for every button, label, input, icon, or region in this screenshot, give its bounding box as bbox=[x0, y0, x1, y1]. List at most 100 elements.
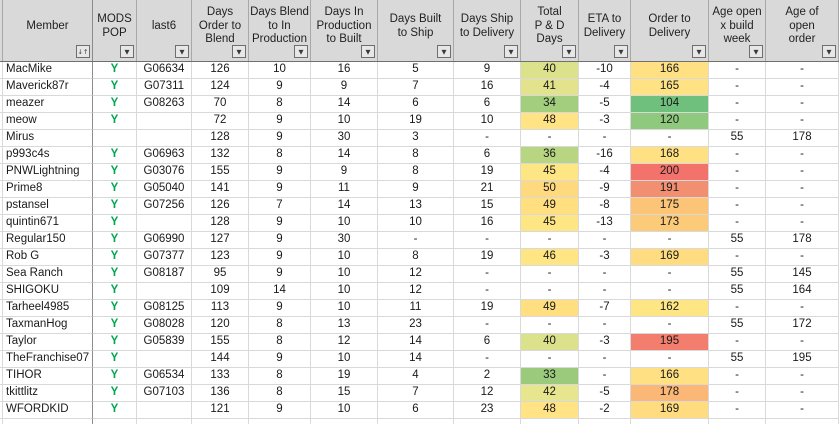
cell-bts[interactable]: 5 bbox=[378, 62, 454, 79]
column-header-member[interactable]: Member ↓↑ bbox=[3, 0, 93, 61]
cell-eta[interactable]: - bbox=[579, 130, 631, 147]
cell-agebw[interactable]: 55 bbox=[709, 351, 766, 368]
cell-mods[interactable]: Y bbox=[93, 317, 137, 334]
filter-dropdown-button[interactable]: ▼ bbox=[504, 45, 518, 58]
cell-ageoo[interactable]: 195 bbox=[766, 351, 839, 368]
cell-std[interactable]: 10 bbox=[454, 113, 521, 130]
cell-mods[interactable]: Y bbox=[93, 334, 137, 351]
cell-std[interactable]: - bbox=[454, 130, 521, 147]
cell-agebw[interactable]: - bbox=[709, 215, 766, 232]
cell-total[interactable]: 45 bbox=[521, 164, 579, 181]
cell-eta[interactable]: -2 bbox=[579, 402, 631, 419]
cell-ipb[interactable]: 10 bbox=[311, 402, 378, 419]
cell-agebw[interactable]: - bbox=[709, 334, 766, 351]
cell-agebw[interactable]: - bbox=[709, 147, 766, 164]
cell-ipb[interactable]: 13 bbox=[311, 317, 378, 334]
column-header-bip[interactable]: Days Blend to In Production ▼ bbox=[249, 0, 311, 61]
cell-mods[interactable]: Y bbox=[93, 113, 137, 130]
cell-bts[interactable]: 7 bbox=[378, 79, 454, 96]
cell-bip[interactable]: 8 bbox=[249, 368, 311, 385]
cell-std[interactable]: 19 bbox=[454, 249, 521, 266]
cell-mods[interactable]: Y bbox=[93, 232, 137, 249]
cell-ageoo[interactable]: - bbox=[766, 300, 839, 317]
cell-std[interactable]: 19 bbox=[454, 164, 521, 181]
cell-std[interactable]: 15 bbox=[454, 198, 521, 215]
cell-eta[interactable]: -8 bbox=[579, 198, 631, 215]
cell-otb[interactable]: 141 bbox=[192, 181, 249, 198]
cell-total[interactable]: 48 bbox=[521, 113, 579, 130]
cell-last6[interactable] bbox=[137, 113, 192, 130]
cell-mods[interactable]: Y bbox=[93, 198, 137, 215]
cell-member[interactable]: TIHOR bbox=[3, 368, 93, 385]
cell-ipb[interactable]: 14 bbox=[311, 96, 378, 113]
cell-ipb[interactable]: 9 bbox=[311, 79, 378, 96]
cell-member[interactable]: MacMike bbox=[3, 62, 93, 79]
cell-ipb[interactable]: 30 bbox=[311, 130, 378, 147]
cell-total[interactable]: - bbox=[521, 351, 579, 368]
cell-bts[interactable]: 14 bbox=[378, 351, 454, 368]
cell-bip[interactable]: 9 bbox=[249, 351, 311, 368]
cell-ipb[interactable]: 11 bbox=[311, 181, 378, 198]
cell-ipb[interactable]: 10 bbox=[311, 113, 378, 130]
cell-mods[interactable]: Y bbox=[93, 96, 137, 113]
cell-member[interactable]: tkittlitz bbox=[3, 385, 93, 402]
cell-otd[interactable]: 175 bbox=[631, 198, 709, 215]
cell-bip[interactable]: 9 bbox=[249, 300, 311, 317]
cell-eta[interactable]: -3 bbox=[579, 113, 631, 130]
cell-std[interactable]: 16 bbox=[454, 215, 521, 232]
cell-ageoo[interactable]: - bbox=[766, 164, 839, 181]
cell-bts[interactable]: 7 bbox=[378, 385, 454, 402]
cell-mods[interactable]: Y bbox=[93, 368, 137, 385]
column-header-otb[interactable]: Days Order to Blend ▼ bbox=[192, 0, 249, 61]
cell-ageoo[interactable]: 178 bbox=[766, 232, 839, 249]
column-header-ageoo[interactable]: Age of open order ▼ bbox=[766, 0, 839, 61]
cell-total[interactable]: - bbox=[521, 232, 579, 249]
cell-member[interactable]: p993c4s bbox=[3, 147, 93, 164]
cell-otb[interactable]: 136 bbox=[192, 385, 249, 402]
cell-std[interactable]: - bbox=[454, 266, 521, 283]
cell-ageoo[interactable]: - bbox=[766, 215, 839, 232]
cell-otd[interactable]: 200 bbox=[631, 164, 709, 181]
cell-total[interactable]: - bbox=[521, 317, 579, 334]
cell-otb[interactable]: 120 bbox=[192, 317, 249, 334]
cell-member[interactable]: SHIGOKU bbox=[3, 283, 93, 300]
cell-total[interactable]: 34 bbox=[521, 96, 579, 113]
cell-member[interactable]: TaxmanHog bbox=[3, 317, 93, 334]
cell-agebw[interactable]: 55 bbox=[709, 266, 766, 283]
cell-eta[interactable]: -5 bbox=[579, 96, 631, 113]
cell-std[interactable]: 2 bbox=[454, 368, 521, 385]
cell-ageoo[interactable]: - bbox=[766, 62, 839, 79]
cell-last6[interactable]: G06963 bbox=[137, 147, 192, 164]
cell-otd[interactable]: - bbox=[631, 351, 709, 368]
cell-bip[interactable]: 8 bbox=[249, 147, 311, 164]
cell-last6[interactable]: G07103 bbox=[137, 385, 192, 402]
cell-bts[interactable]: 19 bbox=[378, 113, 454, 130]
cell-agebw[interactable]: - bbox=[709, 181, 766, 198]
cell-last6[interactable] bbox=[137, 351, 192, 368]
cell-bts[interactable]: 12 bbox=[378, 266, 454, 283]
cell-total[interactable]: - bbox=[521, 130, 579, 147]
column-header-std[interactable]: Days Ship to Delivery ▼ bbox=[454, 0, 521, 61]
cell-last6[interactable]: G06634 bbox=[137, 62, 192, 79]
cell-otd[interactable]: 120 bbox=[631, 113, 709, 130]
cell-last6[interactable]: G06990 bbox=[137, 232, 192, 249]
cell-mods[interactable]: Y bbox=[93, 147, 137, 164]
cell-std[interactable]: 23 bbox=[454, 402, 521, 419]
cell-ageoo[interactable]: - bbox=[766, 368, 839, 385]
cell-ipb[interactable]: 10 bbox=[311, 249, 378, 266]
cell-otb[interactable]: 126 bbox=[192, 198, 249, 215]
cell-bip[interactable]: 9 bbox=[249, 232, 311, 249]
cell-otb[interactable]: 127 bbox=[192, 232, 249, 249]
cell-total[interactable]: 49 bbox=[521, 198, 579, 215]
cell-ageoo[interactable]: 178 bbox=[766, 130, 839, 147]
cell-eta[interactable]: -4 bbox=[579, 79, 631, 96]
cell-mods[interactable]: Y bbox=[93, 300, 137, 317]
filter-dropdown-button[interactable]: ▼ bbox=[749, 45, 763, 58]
column-header-eta[interactable]: ETA to Delivery ▼ bbox=[579, 0, 631, 61]
cell-last6[interactable]: G03076 bbox=[137, 164, 192, 181]
cell-last6[interactable]: G07311 bbox=[137, 79, 192, 96]
cell-member[interactable]: Mirus bbox=[3, 130, 93, 147]
column-header-mods[interactable]: MODS POP ▼ bbox=[93, 0, 137, 61]
cell-otd[interactable]: 191 bbox=[631, 181, 709, 198]
cell-total[interactable]: 49 bbox=[521, 300, 579, 317]
